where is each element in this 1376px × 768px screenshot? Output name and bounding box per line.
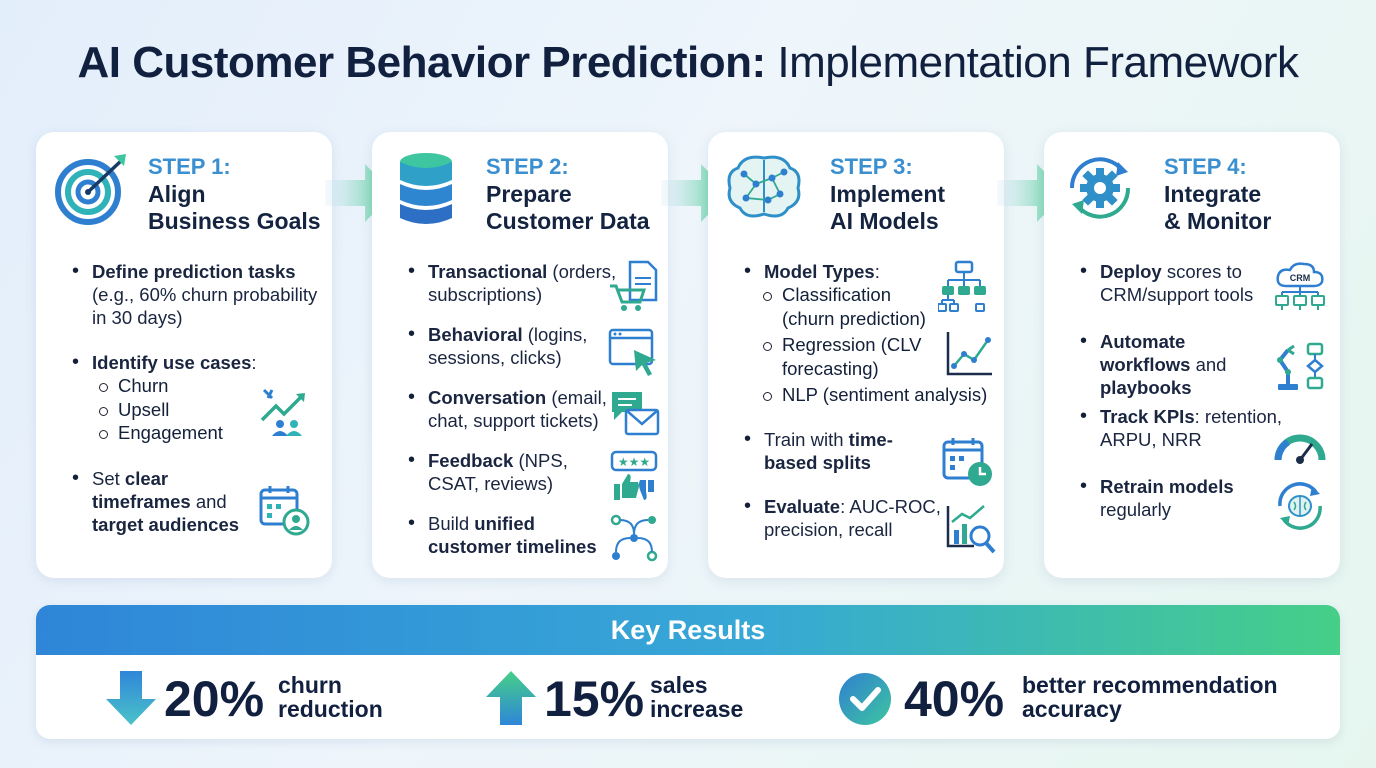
metric-value: 20% <box>164 671 265 727</box>
list-item: Deploy scores to CRM/support tools <box>1072 260 1272 306</box>
timeline-nodes-icon <box>610 514 658 562</box>
step-title: Integrate & Monitor <box>1164 181 1272 234</box>
sub-item: Upsell <box>92 398 326 422</box>
calendar-clock-icon <box>942 438 992 486</box>
step-2-items: Transactional (orders, subscriptions) Be… <box>400 260 640 558</box>
step-1-items: Define prediction tasks(e.g., 60% churn … <box>64 260 326 536</box>
list-item: Define prediction tasks(e.g., 60% churn … <box>64 260 326 329</box>
title-light: Implementation Framework <box>777 38 1299 87</box>
chat-mail-icon <box>612 392 660 436</box>
list-item: Evaluate: AUC-ROC, precision, recall <box>736 495 946 541</box>
step-4-items: Deploy scores to CRM/support tools Autom… <box>1072 260 1334 521</box>
step-2-header: STEP 2: Prepare Customer Data <box>388 148 658 238</box>
step-3-items: Model Types: Classification (churn predi… <box>736 260 1006 541</box>
list-item: Transactional (orders, subscriptions) <box>400 260 640 306</box>
page-title: AI Customer Behavior Prediction: Impleme… <box>0 38 1376 88</box>
key-results-header: Key Results <box>36 605 1340 655</box>
arrow-down-icon <box>106 671 156 725</box>
arrow-up-icon <box>486 671 536 725</box>
metric-label: churn reduction <box>278 672 383 722</box>
list-item: Behavioral (logins, sessions, clicks) <box>400 323 610 369</box>
metric-value: 40% <box>904 671 1005 727</box>
hierarchy-icon <box>938 260 986 312</box>
step-title: Implement AI Models <box>830 181 946 234</box>
target-icon <box>55 154 126 225</box>
browser-cursor-icon <box>608 328 656 376</box>
check-circle-icon <box>839 673 891 725</box>
list-item: Set clear timeframes and target audience… <box>64 467 254 536</box>
step-3-header: STEP 3: Implement AI Models <box>724 148 994 238</box>
crm-cloud-icon: CRM <box>1275 262 1325 310</box>
gear-cycle-icon <box>1069 157 1131 219</box>
robot-arm-workflow-icon <box>1277 342 1324 390</box>
gauge-icon <box>1274 434 1326 464</box>
step-title: Prepare Customer Data <box>486 181 650 234</box>
list-item: Identify use cases: <box>64 351 326 374</box>
sub-item: Classification (churn prediction) <box>756 283 936 330</box>
calendar-user-icon <box>259 486 310 536</box>
list-item: Automate workflows and playbooks <box>1072 330 1252 399</box>
step-1-header: STEP 1: Align Business Goals <box>52 148 322 238</box>
step-number: STEP 4: <box>1164 154 1247 179</box>
list-item: Train with time-based splits <box>736 428 936 474</box>
metric-label: sales increase <box>650 672 744 722</box>
key-results-panel: Key Results 20% churn reduction 15% sales… <box>36 605 1340 739</box>
step-number: STEP 2: <box>486 154 569 179</box>
brain-network-icon <box>727 155 801 218</box>
list-item: Track KPIs: retention, ARPU, NRR <box>1072 405 1312 451</box>
list-item: Retrain models regularly <box>1072 475 1252 521</box>
step-title: Align Business Goals <box>148 181 321 234</box>
title-bold: AI Customer Behavior Prediction: <box>77 38 767 87</box>
step-4-header: STEP 4: Integrate & Monitor <box>1060 148 1330 238</box>
database-icon <box>400 153 452 224</box>
list-item: Build unified customer timelines <box>400 512 610 558</box>
sub-item: Engagement <box>92 421 326 445</box>
step-number: STEP 3: <box>830 154 913 179</box>
rating-thumbs-icon: ★★★ <box>610 450 658 500</box>
svg-text:★★★: ★★★ <box>618 455 650 469</box>
sub-item: NLP (sentiment analysis) <box>756 383 1006 407</box>
cart-document-icon <box>610 260 658 311</box>
list-item: Model Types: <box>736 260 1006 283</box>
step-4-card: STEP 4: Integrate& Monitor Deploy scores… <box>1044 132 1340 578</box>
step-number: STEP 1: <box>148 154 231 179</box>
list-item: Feedback (NPS, CSAT, reviews) <box>400 449 600 495</box>
regression-chart-icon <box>946 332 992 376</box>
list-item: Conversation (email, chat, support ticke… <box>400 386 640 432</box>
crm-label: CRM <box>1290 273 1311 283</box>
growth-people-icon <box>260 388 305 436</box>
sub-item: Churn <box>92 374 326 398</box>
brain-refresh-icon <box>1278 482 1322 530</box>
metric-value: 15% <box>544 671 645 727</box>
metric-label: better recommendation accuracy <box>1022 672 1278 722</box>
chart-magnifier-icon <box>946 505 996 554</box>
sub-item: Regression (CLV forecasting) <box>756 333 936 380</box>
